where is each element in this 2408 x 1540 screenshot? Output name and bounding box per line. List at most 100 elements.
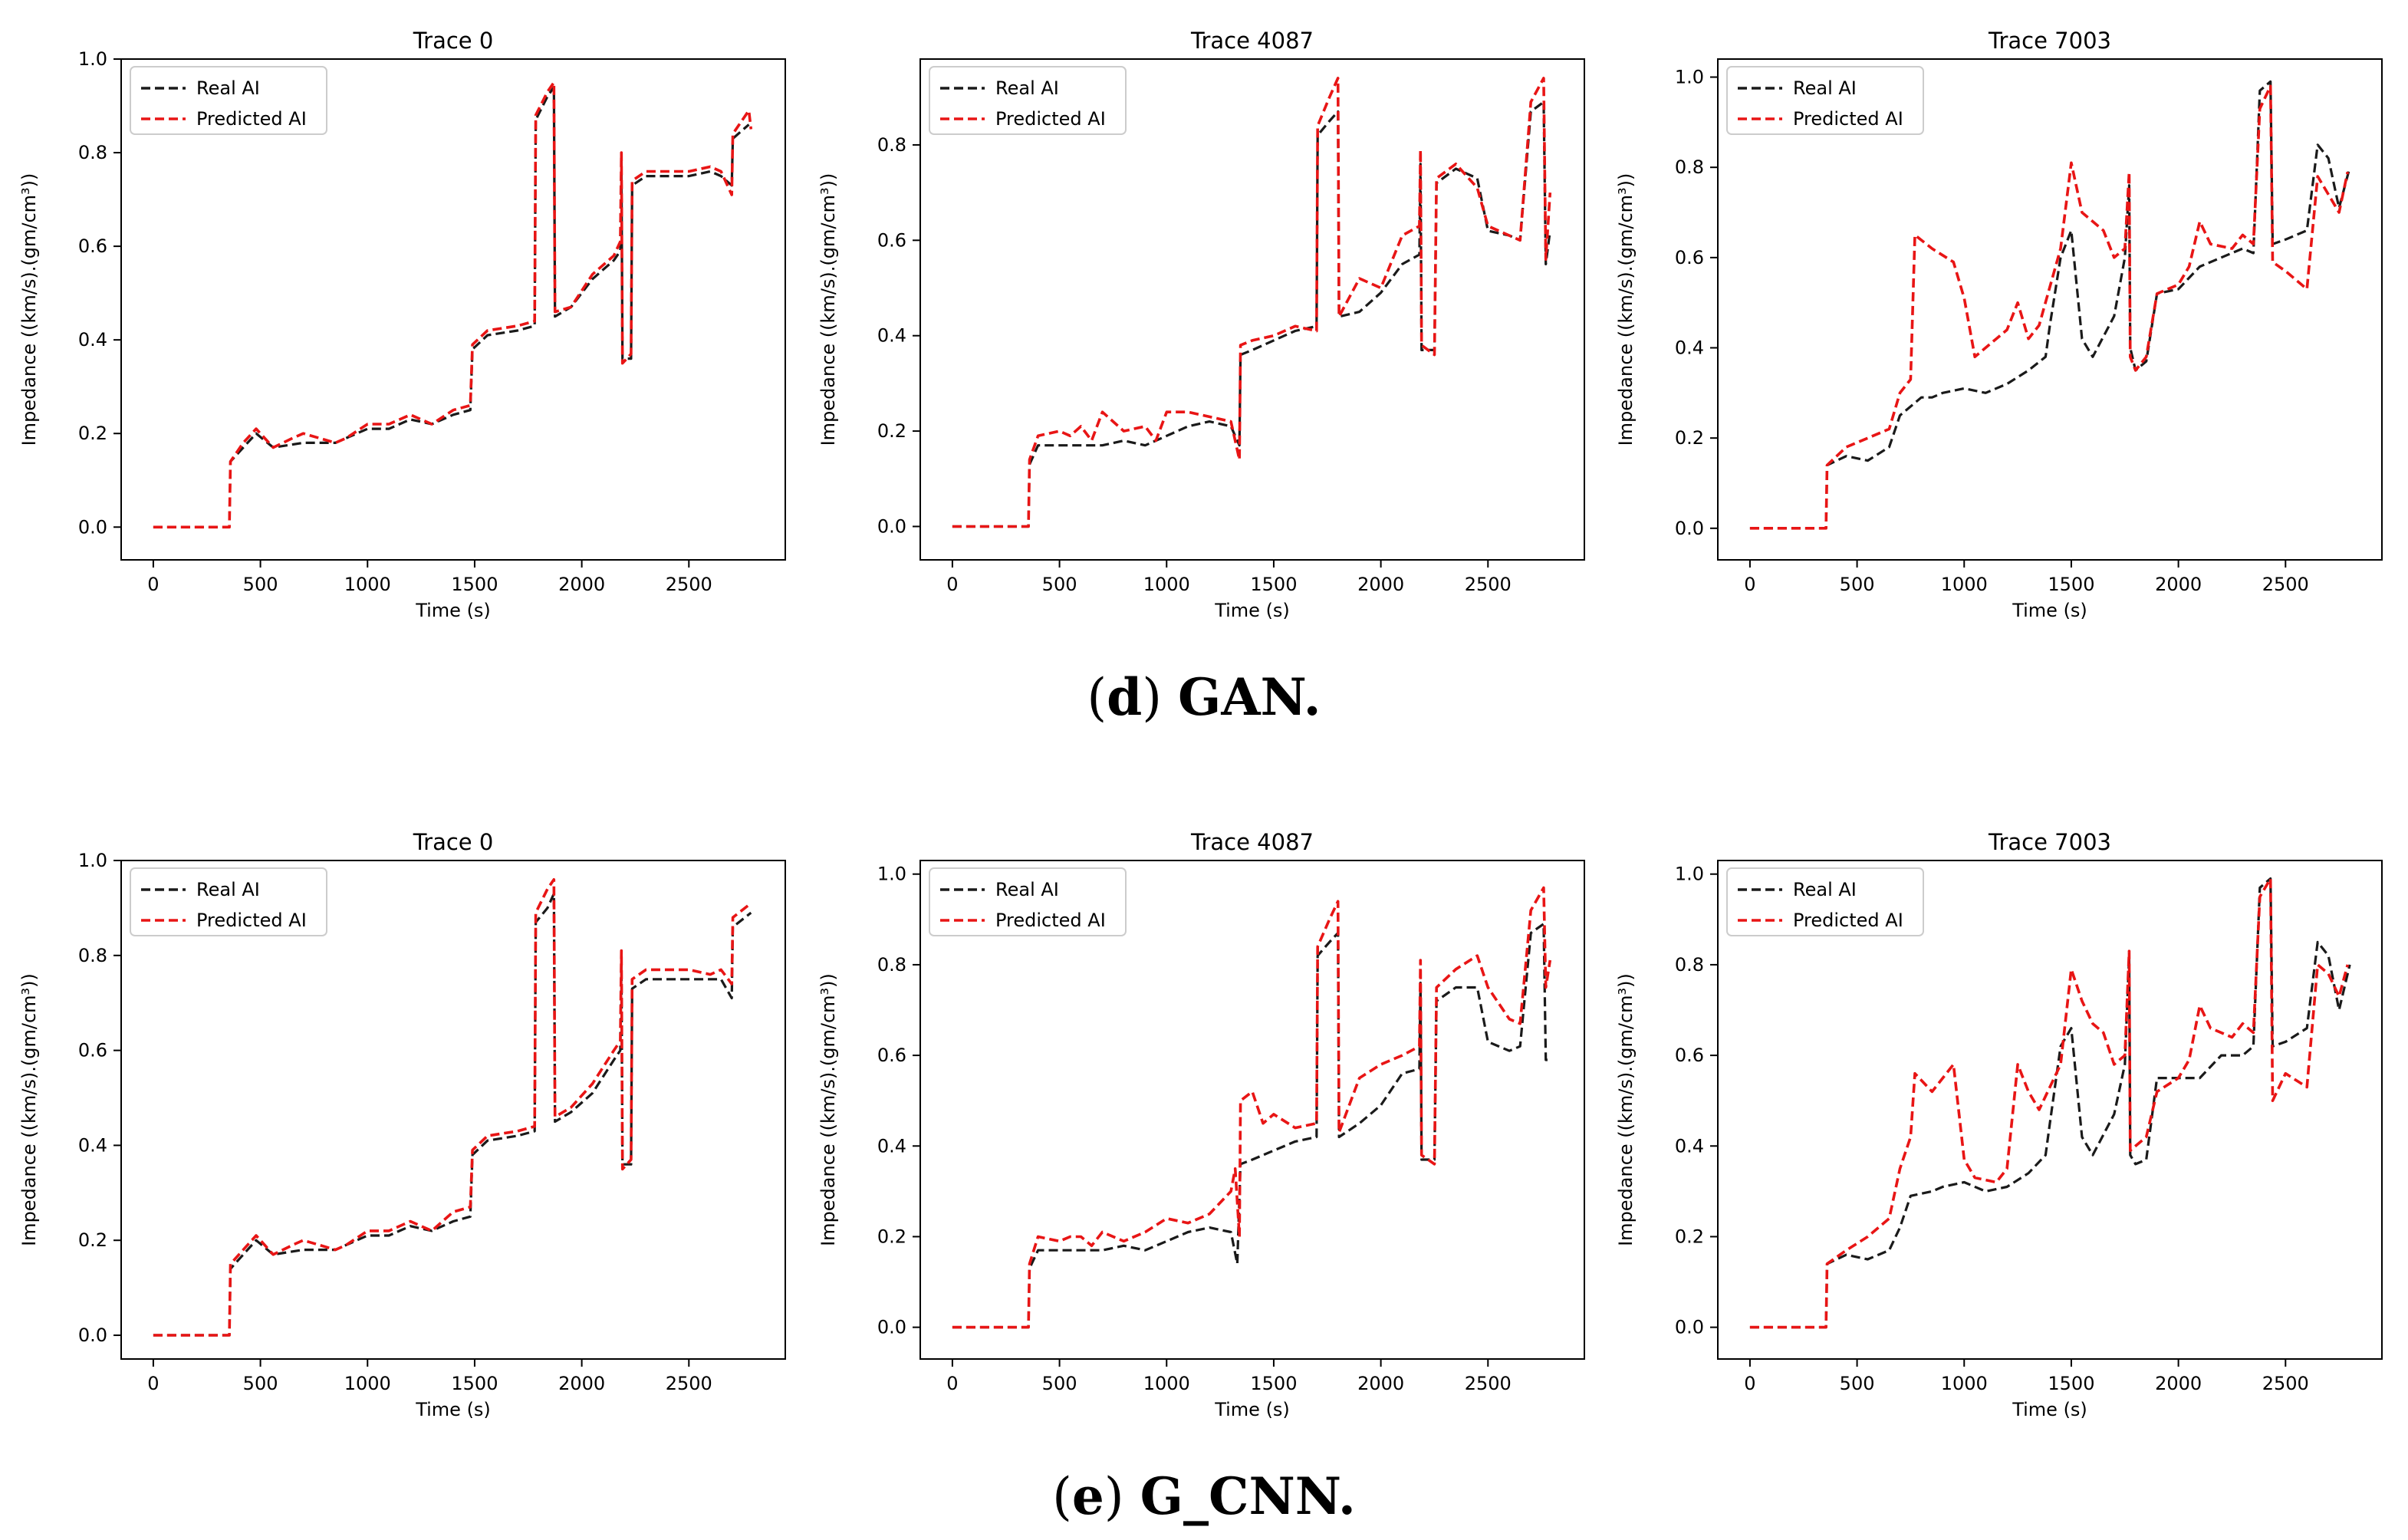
y-tick-label: 0.0 [877, 515, 906, 537]
legend-box [929, 66, 1127, 135]
y-axis-label: Impedance ((km/s).(gm/cm³)) [817, 973, 839, 1246]
series-real-ai [1749, 877, 2351, 1329]
x-tick-label: 2500 [1465, 574, 1512, 595]
x-tick-label: 1500 [1250, 574, 1297, 595]
x-tick-label: 2500 [666, 1373, 712, 1394]
y-tick-label: 0.8 [877, 954, 906, 976]
y-tick-label: 0.2 [877, 420, 906, 442]
x-tick-label: 1500 [2048, 1373, 2094, 1394]
x-tick-label: 2500 [1465, 1373, 1512, 1394]
y-tick-label: 0.4 [1675, 1135, 1704, 1157]
legend-label: Real AI [995, 879, 1059, 900]
series-predicted-ai [952, 886, 1552, 1329]
y-tick-label: 0.0 [1675, 1317, 1704, 1338]
y-axis-label: Impedance ((km/s).(gm/cm³)) [18, 173, 40, 446]
x-axis-label: Time (s) [415, 1399, 491, 1420]
y-tick-label: 0.6 [877, 229, 906, 251]
y-tick-label: 0.8 [78, 142, 107, 163]
legend-box [130, 867, 327, 936]
legend-label: Predicted AI [196, 108, 307, 130]
series-real-ai [153, 892, 752, 1337]
chart-panel-2: 0 500 1000 1500 2000 2500 0.0 0.2 0.4 0.6 0.8 1.0 Tr… [1615, 28, 2383, 621]
x-tick-label: 2000 [558, 1373, 605, 1394]
x-tick-label: 500 [243, 1373, 278, 1394]
y-tick-label: 1.0 [78, 48, 107, 70]
series-predicted-ai [1749, 84, 2350, 530]
x-tick-label: 2000 [1357, 1373, 1404, 1394]
legend-box [1726, 867, 1924, 936]
x-tick-label: 500 [1042, 1373, 1077, 1394]
series-predicted-ai [153, 878, 752, 1337]
y-tick-label: 0.6 [877, 1045, 906, 1066]
series-real-ai [952, 100, 1551, 528]
x-tick-label: 0 [147, 1373, 159, 1394]
plot-frame [919, 58, 1585, 561]
y-tick-label: 0.0 [78, 516, 107, 538]
x-tick-label: 1500 [2048, 574, 2094, 595]
legend-box [130, 66, 327, 135]
chart-panel-4: 0 500 1000 1500 2000 2500 0.0 0.2 0.4 0.6 0.8 1.0 Tr… [817, 829, 1585, 1420]
y-tick-label: 0.6 [78, 235, 107, 257]
chart-panel-1: 0 500 1000 1500 2000 2500 0.0 0.2 0.4 0.6 0.8 Trace… [817, 28, 1585, 621]
series-predicted-ai [1749, 877, 2350, 1329]
y-tick-label: 0.4 [877, 325, 906, 347]
x-tick-label: 1000 [1941, 1373, 1988, 1394]
y-tick-label: 1.0 [1675, 67, 1704, 88]
y-tick-label: 0.2 [78, 423, 107, 444]
y-tick-label: 0.4 [78, 1134, 107, 1156]
x-tick-label: 0 [1744, 574, 1755, 595]
y-tick-label: 0.0 [78, 1324, 107, 1346]
chart-panel-5: 0 500 1000 1500 2000 2500 0.0 0.2 0.4 0.6 0.8 1.0 Tr… [1615, 829, 2383, 1420]
legend-label: Real AI [995, 77, 1059, 99]
x-tick-label: 0 [946, 574, 958, 595]
y-axis-label: Impedance ((km/s).(gm/cm³)) [1615, 973, 1637, 1246]
legend-box [929, 867, 1127, 936]
x-axis-label: Time (s) [1214, 600, 1290, 621]
x-axis-label: Time (s) [415, 600, 491, 621]
y-tick-label: 0.8 [877, 134, 906, 156]
legend-label: Real AI [196, 77, 260, 99]
series-real-ai [153, 85, 750, 528]
x-axis-label: Time (s) [2012, 600, 2087, 621]
y-tick-label: 0.2 [1675, 427, 1704, 449]
caption-gan: (d) GAN. [1087, 667, 1321, 727]
x-tick-label: 1500 [451, 1373, 498, 1394]
chart-panel-3: 0 500 1000 1500 2000 2500 0.0 0.2 0.4 0.6 0.8 1.0 Tr… [18, 829, 786, 1420]
y-tick-label: 0.6 [78, 1040, 107, 1061]
x-tick-label: 0 [147, 574, 159, 595]
x-tick-label: 500 [243, 574, 278, 595]
x-tick-label: 0 [1744, 1373, 1755, 1394]
x-tick-label: 2000 [2155, 1373, 2202, 1394]
series-real-ai [952, 923, 1551, 1329]
y-tick-label: 0.2 [877, 1226, 906, 1247]
x-tick-label: 1500 [1250, 1373, 1297, 1394]
y-tick-label: 0.0 [1675, 518, 1704, 539]
legend-label: Real AI [196, 879, 260, 900]
y-tick-label: 0.4 [78, 329, 107, 350]
y-tick-label: 1.0 [78, 850, 107, 871]
legend-box [1726, 66, 1924, 135]
y-tick-label: 0.2 [1675, 1226, 1704, 1247]
y-tick-label: 0.6 [1675, 1045, 1704, 1066]
chart-title: Trace 0 [413, 28, 494, 54]
y-tick-label: 1.0 [1675, 864, 1704, 885]
y-tick-label: 0.2 [78, 1229, 107, 1251]
chart-title: Trace 0 [413, 829, 494, 855]
y-tick-label: 0.0 [877, 1317, 906, 1338]
x-tick-label: 500 [1840, 1373, 1875, 1394]
x-tick-label: 2000 [558, 574, 605, 595]
y-tick-label: 0.6 [1675, 247, 1704, 268]
x-tick-label: 1000 [1143, 1373, 1190, 1394]
plot-frame [919, 860, 1585, 1360]
x-tick-label: 500 [1042, 574, 1077, 595]
legend-label: Predicted AI [1793, 108, 1903, 130]
x-tick-label: 1000 [344, 574, 391, 595]
y-tick-label: 0.8 [1675, 954, 1704, 976]
plot-frame [120, 860, 786, 1360]
x-tick-label: 2500 [666, 574, 712, 595]
plot-frame [1717, 58, 2383, 561]
series-predicted-ai [153, 81, 753, 529]
x-tick-label: 1000 [1941, 574, 1988, 595]
y-axis-label: Impedance ((km/s).(gm/cm³)) [18, 973, 40, 1246]
